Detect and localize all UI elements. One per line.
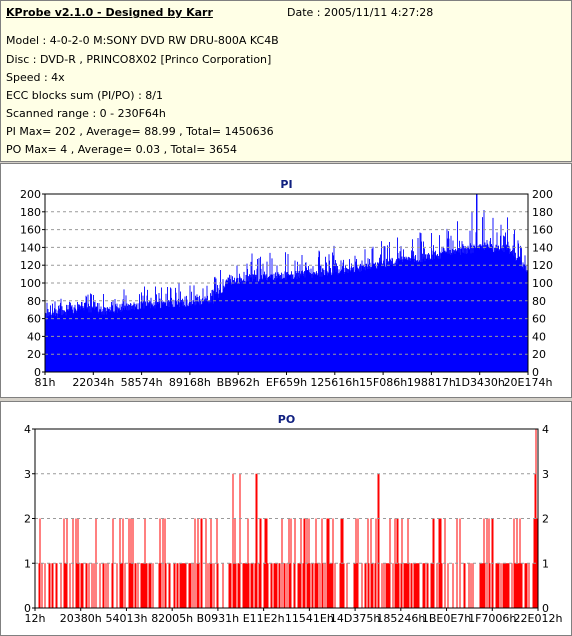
pi-ytick-right: 60 [532, 313, 546, 326]
pi-ytick-left: 60 [27, 313, 41, 326]
po-xtick: E11E2h [243, 612, 285, 625]
pi-xtick: 125616h [310, 376, 359, 389]
pi-xtick: 15F086h [359, 376, 407, 389]
po-ytick-right: 0 [542, 602, 549, 615]
po-xtick: 12h [25, 612, 46, 625]
pi-xtick: BB962h [217, 376, 260, 389]
pi-ytick-left: 40 [27, 330, 41, 343]
pi-ytick-right: 80 [532, 295, 546, 308]
po-title: PO [278, 413, 295, 426]
po-ytick-right: 3 [542, 468, 549, 481]
po-xtick: 54013h [105, 612, 147, 625]
po-ytick-right: 4 [542, 423, 549, 436]
info-panel: KProbe v2.1.0 - Designed by Karr Date : … [0, 0, 572, 162]
info-scanned-range: Scanned range : 0 - 230F64h [6, 107, 166, 120]
pi-ytick-right: 140 [532, 241, 553, 254]
po-ytick-right: 2 [542, 513, 549, 526]
pi-ytick-right: 120 [532, 259, 553, 272]
po-ytick-right: 1 [542, 557, 549, 570]
po-plot-frame [34, 428, 539, 609]
pi-ytick-left: 100 [20, 277, 41, 290]
pi-ytick-left: 140 [20, 241, 41, 254]
app-title: KProbe v2.1.0 - Designed by Karr [6, 6, 213, 19]
pi-xtick: 89168h [169, 376, 211, 389]
pi-ytick-right: 0 [532, 366, 539, 379]
po-xtick: 1F7006h [468, 612, 516, 625]
po-ytick-left: 2 [24, 513, 31, 526]
info-disc: Disc : DVD-R , PRINCO8X02 [Princo Corpor… [6, 53, 272, 66]
pi-xtick: 1D3430h [454, 376, 504, 389]
pi-ytick-left: 160 [20, 224, 41, 237]
info-model: Model : 4-0-2-0 M:SONY DVD RW DRU-800A K… [6, 34, 279, 47]
info-speed: Speed : 4x [6, 71, 65, 84]
pi-ytick-left: 20 [27, 348, 41, 361]
pi-xtick: 81h [35, 376, 56, 389]
po-xtick: 1BE0E7h [422, 612, 471, 625]
pi-ytick-right: 100 [532, 277, 553, 290]
pi-ytick-right: 160 [532, 224, 553, 237]
pi-ytick-right: 20 [532, 348, 546, 361]
info-po-stats: PO Max= 4 , Average= 0.03 , Total= 3654 [6, 143, 237, 156]
po-xtick: 22E012h [514, 612, 563, 625]
pi-xtick: 20E174h [504, 376, 553, 389]
po-xtick: B0931h [197, 612, 240, 625]
po-ytick-left: 1 [24, 557, 31, 570]
pi-xtick: 198817h [407, 376, 456, 389]
pi-xtick: EF659h [266, 376, 307, 389]
pi-xtick: 22034h [72, 376, 114, 389]
pi-xtick: 58574h [121, 376, 163, 389]
pi-ytick-left: 80 [27, 295, 41, 308]
po-chart-panel: PO 0 0 1 1 2 2 3 3 4 4 12h 20380h 54013h 82005h B0931h E… [0, 401, 572, 636]
pi-title: PI [280, 178, 292, 191]
po-xtick: 11541Eh [285, 612, 334, 625]
po-xtick: 82005h [151, 612, 193, 625]
pi-ytick-right: 40 [532, 330, 546, 343]
po-ytick-left: 3 [24, 468, 31, 481]
pi-plot-frame [44, 193, 529, 373]
info-pi-stats: PI Max= 202 , Average= 88.99 , Total= 14… [6, 125, 274, 138]
pi-ytick-left: 0 [34, 366, 41, 379]
po-xtick: 20380h [60, 612, 102, 625]
scan-date: Date : 2005/11/11 4:27:28 [287, 6, 434, 19]
po-xtick: 185246h [376, 612, 425, 625]
pi-ytick-left: 200 [20, 188, 41, 201]
po-xtick: 14D375h [330, 612, 380, 625]
pi-ytick-left: 180 [20, 206, 41, 219]
info-ecc: ECC blocks sum (PI/PO) : 8/1 [6, 89, 163, 102]
pi-ytick-right: 180 [532, 206, 553, 219]
pi-ytick-left: 120 [20, 259, 41, 272]
pi-chart: PI 0 0 20 20 40 40 60 60 80 80 100 100 120 120 140 140 16… [20, 178, 553, 389]
po-ytick-left: 0 [24, 602, 31, 615]
pi-ytick-right: 200 [532, 188, 553, 201]
po-ytick-left: 4 [24, 423, 31, 436]
po-chart: PO 0 0 1 1 2 2 3 3 4 4 12h 20380h 54013h 82005h B0931h E… [24, 413, 563, 625]
pi-chart-panel: PI 0 0 20 20 40 40 60 60 80 80 100 100 120 120 140 140 16… [0, 163, 572, 398]
